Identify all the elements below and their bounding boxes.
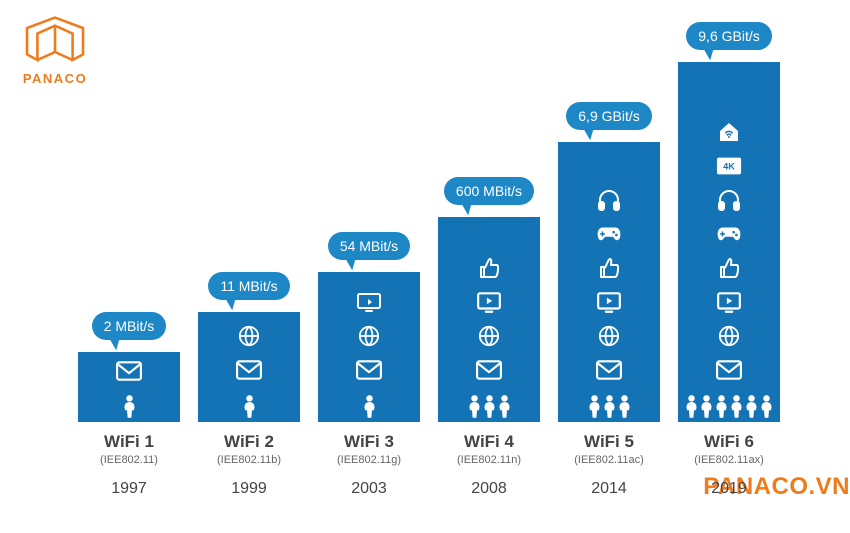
speed-bubble: 6,9 GBit/s	[566, 102, 651, 130]
mail-icon	[475, 358, 503, 382]
bar	[198, 312, 300, 422]
person-icon	[699, 394, 714, 416]
play-icon	[715, 290, 743, 314]
people-icons	[684, 394, 774, 416]
column-wifi-6: 9,6 GBit/s 4K WiFi 6 (IEE802.11ax) 2019	[678, 22, 780, 498]
wifi-year: 2008	[471, 480, 507, 498]
person-icon	[482, 394, 497, 416]
person-icon	[497, 394, 512, 416]
column-wifi-2: 11 MBit/s WiFi 2 (IEE802.11b) 1999	[198, 272, 300, 498]
mail-icon	[595, 358, 623, 382]
wifi-year: 2019	[711, 480, 747, 498]
like-icon	[715, 256, 743, 280]
wifi-spec: (IEE802.11)	[100, 454, 158, 466]
gamepad-icon	[715, 222, 743, 246]
mail-icon	[115, 360, 143, 382]
play-icon	[595, 290, 623, 314]
globe-icon	[595, 324, 623, 348]
svg-text:4K: 4K	[723, 162, 735, 172]
wifi-year: 2003	[351, 480, 387, 498]
person-icon	[729, 394, 744, 416]
people-icons	[242, 394, 257, 416]
mail-icon	[355, 358, 383, 382]
wifi-name: WiFi 1	[104, 432, 154, 452]
globe-icon	[715, 324, 743, 348]
wifi-spec: (IEE802.11b)	[217, 454, 281, 466]
bar	[78, 352, 180, 422]
globe-icon	[475, 324, 503, 348]
person-icon	[684, 394, 699, 416]
wifi-name: WiFi 6	[704, 432, 754, 452]
wifi-year: 2014	[591, 480, 627, 498]
wifi-year: 1997	[111, 480, 147, 498]
globe-icon	[355, 324, 383, 348]
column-wifi-5: 6,9 GBit/s WiFi 5 (IEE802.11ac) 2014	[558, 102, 660, 498]
people-icons	[587, 394, 632, 416]
wifi-spec: (IEE802.11g)	[337, 454, 401, 466]
mail-icon	[715, 358, 743, 382]
mail-icon	[235, 358, 263, 382]
wifi-name: WiFi 2	[224, 432, 274, 452]
bar	[438, 217, 540, 422]
speed-bubble: 9,6 GBit/s	[686, 22, 771, 50]
people-icons	[362, 394, 377, 416]
wifi-generations-chart: 2 MBit/s WiFi 1 (IEE802.11) 1997 11 MBit/s Wi…	[78, 22, 780, 498]
column-wifi-4: 600 MBit/s WiFi 4 (IEE802.11n) 2008	[438, 177, 540, 498]
bar	[558, 142, 660, 422]
headphones-icon	[595, 188, 623, 212]
person-icon	[122, 394, 137, 416]
person-icon	[617, 394, 632, 416]
person-icon	[362, 394, 377, 416]
wifi-spec: (IEE802.11ac)	[574, 454, 644, 466]
person-icon	[242, 394, 257, 416]
bar	[318, 272, 420, 422]
home-icon	[715, 120, 743, 144]
column-wifi-3: 54 MBit/s WiFi 3 (IEE802.11g) 2003	[318, 232, 420, 498]
globe-icon	[235, 324, 263, 348]
bar: 4K	[678, 62, 780, 422]
person-icon	[602, 394, 617, 416]
wifi-year: 1999	[231, 480, 267, 498]
wifi-spec: (IEE802.11ax)	[694, 454, 764, 466]
fourk-icon: 4K	[715, 154, 743, 178]
people-icons	[122, 394, 137, 416]
headphones-icon	[715, 188, 743, 212]
play-icon	[475, 290, 503, 314]
like-icon	[475, 256, 503, 280]
gamepad-icon	[595, 222, 623, 246]
wifi-name: WiFi 5	[584, 432, 634, 452]
column-wifi-1: 2 MBit/s WiFi 1 (IEE802.11) 1997	[78, 312, 180, 498]
person-icon	[467, 394, 482, 416]
person-icon	[587, 394, 602, 416]
wifi-name: WiFi 3	[344, 432, 394, 452]
wifi-spec: (IEE802.11n)	[457, 454, 521, 466]
person-icon	[759, 394, 774, 416]
people-icons	[467, 394, 512, 416]
like-icon	[595, 256, 623, 280]
person-icon	[744, 394, 759, 416]
speed-bubble: 54 MBit/s	[328, 232, 410, 260]
wifi-name: WiFi 4	[464, 432, 514, 452]
speed-bubble: 11 MBit/s	[208, 272, 289, 300]
speed-bubble: 2 MBit/s	[92, 312, 167, 340]
person-icon	[714, 394, 729, 416]
screen-icon	[355, 290, 383, 314]
speed-bubble: 600 MBit/s	[444, 177, 534, 205]
